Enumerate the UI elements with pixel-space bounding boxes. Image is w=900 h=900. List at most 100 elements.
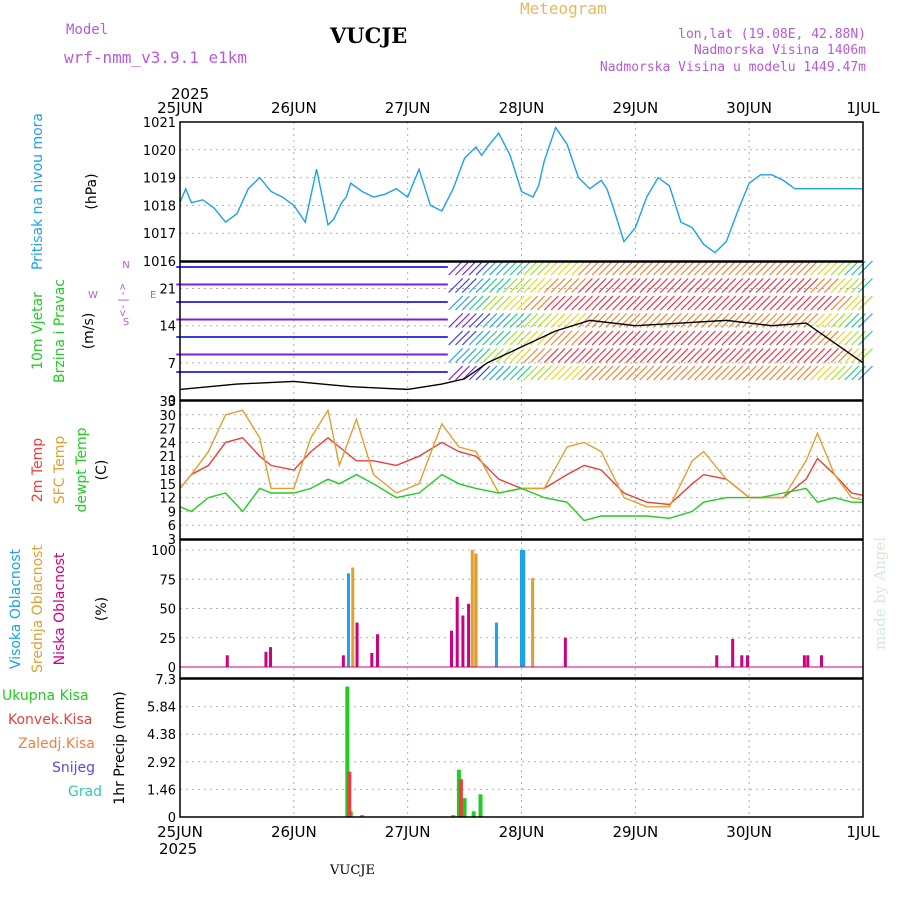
wind-arrow	[639, 295, 655, 311]
wind-arrow	[482, 295, 498, 311]
wind-arrow	[721, 278, 737, 293]
wind-arrow	[455, 348, 470, 363]
wind-arrow	[687, 365, 703, 381]
wind-arrow	[537, 365, 552, 381]
unit-precip: 1hr Precip (mm)	[112, 691, 128, 804]
wind-arrow	[735, 330, 750, 346]
wind-arrow	[530, 295, 546, 311]
wind-arrow	[455, 295, 470, 311]
wind-arrow	[735, 365, 750, 381]
wind-arrow	[653, 278, 668, 293]
precip-legend-item: Grad	[68, 784, 102, 800]
wind-arrow	[748, 278, 764, 293]
wind-arrow	[448, 260, 464, 276]
year-top: 2025	[171, 85, 209, 103]
bar-cloud_cover	[355, 622, 359, 667]
wind-arrow	[543, 313, 559, 328]
wind-arrow	[810, 348, 826, 363]
wind-arrow	[748, 295, 764, 311]
wind-arrow	[537, 295, 552, 311]
ylabel-cloud: Srednja Oblacnost	[30, 545, 46, 673]
wind-arrow	[502, 295, 518, 311]
wind-arrow	[496, 313, 511, 328]
wind-arrow	[482, 278, 498, 293]
wind-arrow	[448, 348, 464, 363]
wind-arrow	[776, 260, 791, 276]
model-label: Model	[66, 22, 108, 38]
wind-arrow	[618, 278, 634, 293]
wind-arrow	[632, 348, 648, 363]
wind-arrow	[537, 348, 552, 363]
wind-arrow	[735, 260, 750, 276]
wind-arrow	[612, 330, 627, 346]
y-tick-temp: 18	[159, 464, 176, 479]
wind-arrow	[741, 348, 757, 363]
wind-arrow	[632, 365, 648, 381]
wind-arrow	[803, 330, 819, 346]
wind-arrow	[550, 330, 566, 346]
bar-cloud_cover	[740, 655, 744, 667]
wind-arrow	[762, 330, 778, 346]
wind-arrow	[789, 278, 805, 293]
wind-arrow	[776, 330, 791, 346]
wind-arrow	[700, 260, 716, 276]
wind-arrow	[666, 348, 682, 363]
y-tick-temp: 21	[159, 450, 176, 465]
elevation-label: Nadmorska Visina 1406m	[694, 43, 866, 58]
wind-arrow	[666, 295, 682, 311]
bar-cloud_cover	[715, 655, 719, 667]
y-tick-cloud: 75	[159, 573, 176, 588]
wind-arrow	[516, 295, 532, 311]
wind-arrow	[625, 278, 641, 293]
wind-arrow	[714, 295, 730, 311]
wind-arrow	[564, 313, 580, 328]
wind-arrow	[543, 295, 559, 311]
compass-south: S	[123, 317, 129, 328]
wind-arrow	[523, 260, 539, 276]
wind-arrow	[625, 365, 641, 381]
wind-arrow	[714, 260, 730, 276]
wind-arrow	[516, 260, 532, 276]
wind-arrow	[782, 330, 798, 346]
wind-arrow	[817, 278, 832, 293]
wind-arrow	[584, 278, 600, 293]
wind-arrow	[646, 295, 662, 311]
date-label-top: 28JUN	[499, 99, 545, 117]
y-tick-pressure: 1021	[143, 116, 176, 131]
y-tick-temp: 6	[168, 519, 176, 534]
wind-arrow	[817, 313, 832, 328]
wind-arrow	[796, 348, 812, 363]
wind-arrow	[530, 313, 546, 328]
wind-arrow	[707, 295, 723, 311]
wind-arrow	[700, 365, 716, 381]
wind-arrow	[516, 313, 532, 328]
y-tick-temp: 12	[159, 492, 176, 507]
wind-arrow	[673, 278, 689, 293]
wind-arrow	[748, 260, 764, 276]
wind-arrow	[550, 260, 566, 276]
wind-arrow	[502, 313, 518, 328]
lonlat-label: lon,lat (19.08E, 42.88N)	[678, 27, 866, 42]
wind-arrow	[844, 278, 860, 293]
wind-arrow	[741, 313, 757, 328]
wind-arrow	[830, 313, 846, 328]
wind-arrow	[543, 260, 559, 276]
wind-arrow	[837, 295, 853, 311]
wind-arrow	[817, 330, 832, 346]
wind-arrow	[516, 348, 532, 363]
bar-cloud_cover	[269, 647, 273, 667]
wind-arrow	[496, 295, 511, 311]
wind-arrow	[632, 260, 648, 276]
date-label-top: 29JUN	[612, 99, 658, 117]
y-tick-pressure: 1018	[143, 199, 176, 214]
wind-arrow	[461, 295, 477, 311]
wind-arrow	[823, 313, 839, 328]
wind-arrow	[735, 313, 750, 328]
wind-arrow	[646, 365, 662, 381]
wind-arrow	[571, 278, 587, 293]
wind-arrow	[584, 365, 600, 381]
wind-arrow	[803, 313, 819, 328]
wind-arrow	[591, 365, 607, 381]
wind-arrow	[646, 278, 662, 293]
wind-arrow	[837, 365, 853, 381]
